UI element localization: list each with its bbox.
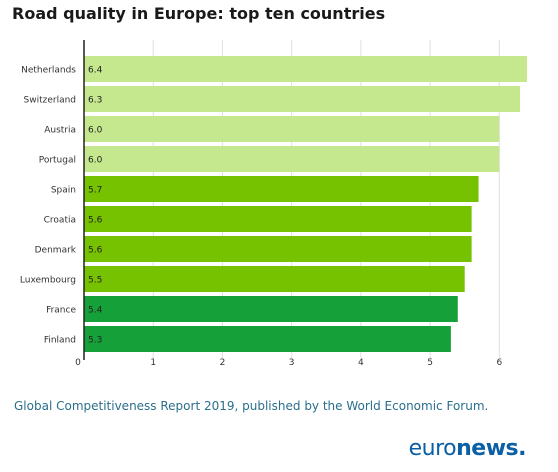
bar-value-label: 5.4 (88, 306, 103, 316)
bar-value-label: 5.6 (88, 246, 103, 256)
source-note: Global Competitiveness Report 2019, publ… (14, 399, 489, 413)
bar (84, 326, 451, 352)
category-label: Luxembourg (20, 276, 76, 286)
bar (84, 236, 472, 262)
category-label: France (46, 306, 76, 316)
bar (84, 116, 500, 142)
bar-value-label: 5.6 (88, 216, 103, 226)
x-tick-label: 6 (496, 358, 502, 368)
category-label: Croatia (44, 216, 76, 226)
bar (84, 86, 521, 112)
bar-value-label: 6.0 (88, 156, 103, 166)
category-label: Spain (51, 186, 76, 196)
bar (84, 206, 472, 232)
x-tick-label: 0 (75, 358, 81, 368)
bar (84, 296, 458, 322)
category-label: Finland (44, 336, 76, 346)
bar (84, 266, 465, 292)
bar-value-label: 6.0 (88, 126, 103, 136)
category-label: Austria (44, 126, 76, 136)
logo-dot: . (518, 436, 526, 461)
category-label: Portugal (39, 156, 76, 166)
bar-value-label: 5.5 (88, 276, 102, 286)
bar (84, 56, 527, 82)
chart-title: Road quality in Europe: top ten countrie… (12, 4, 386, 23)
category-label: Switzerland (24, 96, 77, 106)
category-label: Denmark (35, 246, 77, 256)
x-tick-label: 4 (358, 358, 364, 368)
bar-value-label: 5.7 (88, 186, 102, 196)
euronews-logo[interactable]: euronews. (408, 436, 527, 462)
x-tick-label: 2 (220, 358, 226, 368)
bar-value-label: 5.3 (88, 336, 102, 346)
x-tick-label: 5 (427, 358, 433, 368)
bar-value-label: 6.4 (88, 66, 103, 76)
bar-chart: 6.4 Netherlands 6.3 Switzerland 6.0 Austria 6.… (20, 40, 527, 368)
bar (84, 176, 479, 202)
logo-part-euro: euro (408, 436, 457, 461)
logo-part-news: news (456, 436, 519, 461)
x-tick-label: 3 (289, 358, 295, 368)
bar-value-label: 6.3 (88, 96, 102, 106)
x-tick-label: 1 (150, 358, 156, 368)
category-label: Netherlands (21, 66, 76, 76)
bar (84, 146, 500, 172)
